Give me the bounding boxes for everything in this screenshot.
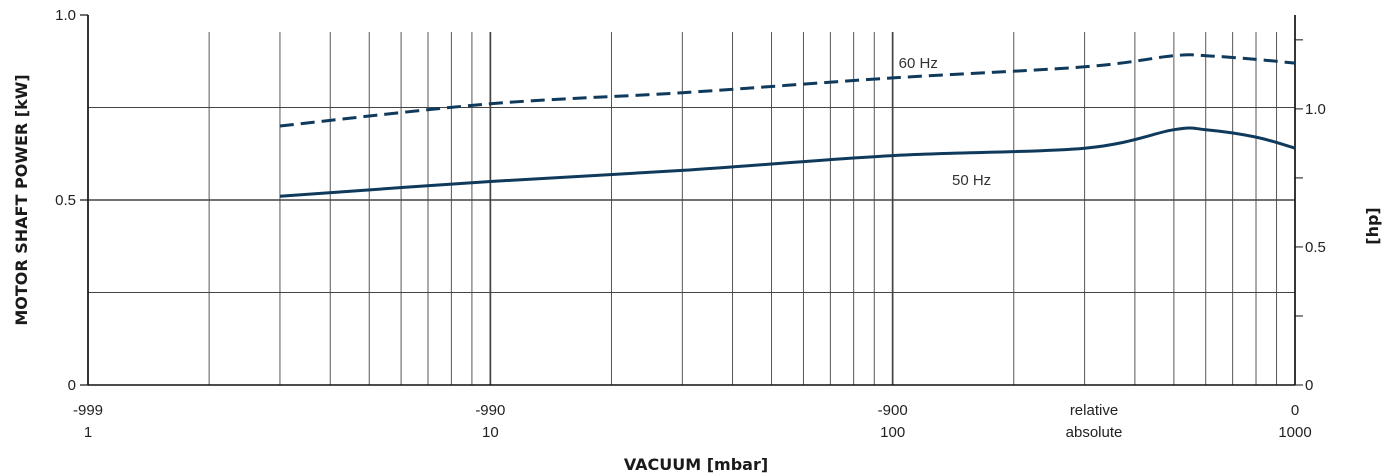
x-tick-label-absolute: 10: [482, 424, 499, 441]
series-label-60-hz: 60 Hz: [899, 55, 938, 72]
series-line-60-hz: [279, 53, 1296, 128]
y2-axis-title: [hp]: [1363, 207, 1382, 244]
axes-layer: [80, 14, 1303, 386]
x-tick-label-absolute: 1000: [1278, 424, 1311, 441]
x-tick-label-relative: -999: [73, 402, 103, 419]
x-tick-label-absolute: 1: [84, 424, 92, 441]
series-label-50-hz: 50 Hz: [952, 172, 991, 189]
x-tick-label-relative: 0: [1291, 402, 1299, 419]
y2-tick-label: 0: [1305, 377, 1313, 394]
x-axis-title: VACUUM [mbar]: [624, 455, 768, 474]
y-tick-label: 0.5: [55, 192, 76, 209]
y2-tick-label: 1.0: [1305, 101, 1326, 118]
x-tick-label-relative: -900: [878, 402, 908, 419]
x-tick-label-relative: -990: [475, 402, 505, 419]
series-line-50-hz: [279, 126, 1296, 198]
y-tick-label: 1.0: [55, 7, 76, 24]
x-tick-label-relative: relative: [1070, 402, 1118, 419]
y2-tick-label: 0.5: [1305, 239, 1326, 256]
series-layer: [279, 53, 1296, 198]
y-axis-title: MOTOR SHAFT POWER [kW]: [12, 74, 31, 325]
x-tick-label-absolute: 100: [880, 424, 905, 441]
grid-layer: [87, 15, 1296, 385]
labels-layer: 0 0.5 1.0 0 0.5 1.0 -999 -990 -900 relative 0 1 10 10…: [55, 7, 1326, 441]
y-tick-label: 0: [68, 377, 76, 394]
x-tick-label-absolute: absolute: [1066, 424, 1123, 441]
